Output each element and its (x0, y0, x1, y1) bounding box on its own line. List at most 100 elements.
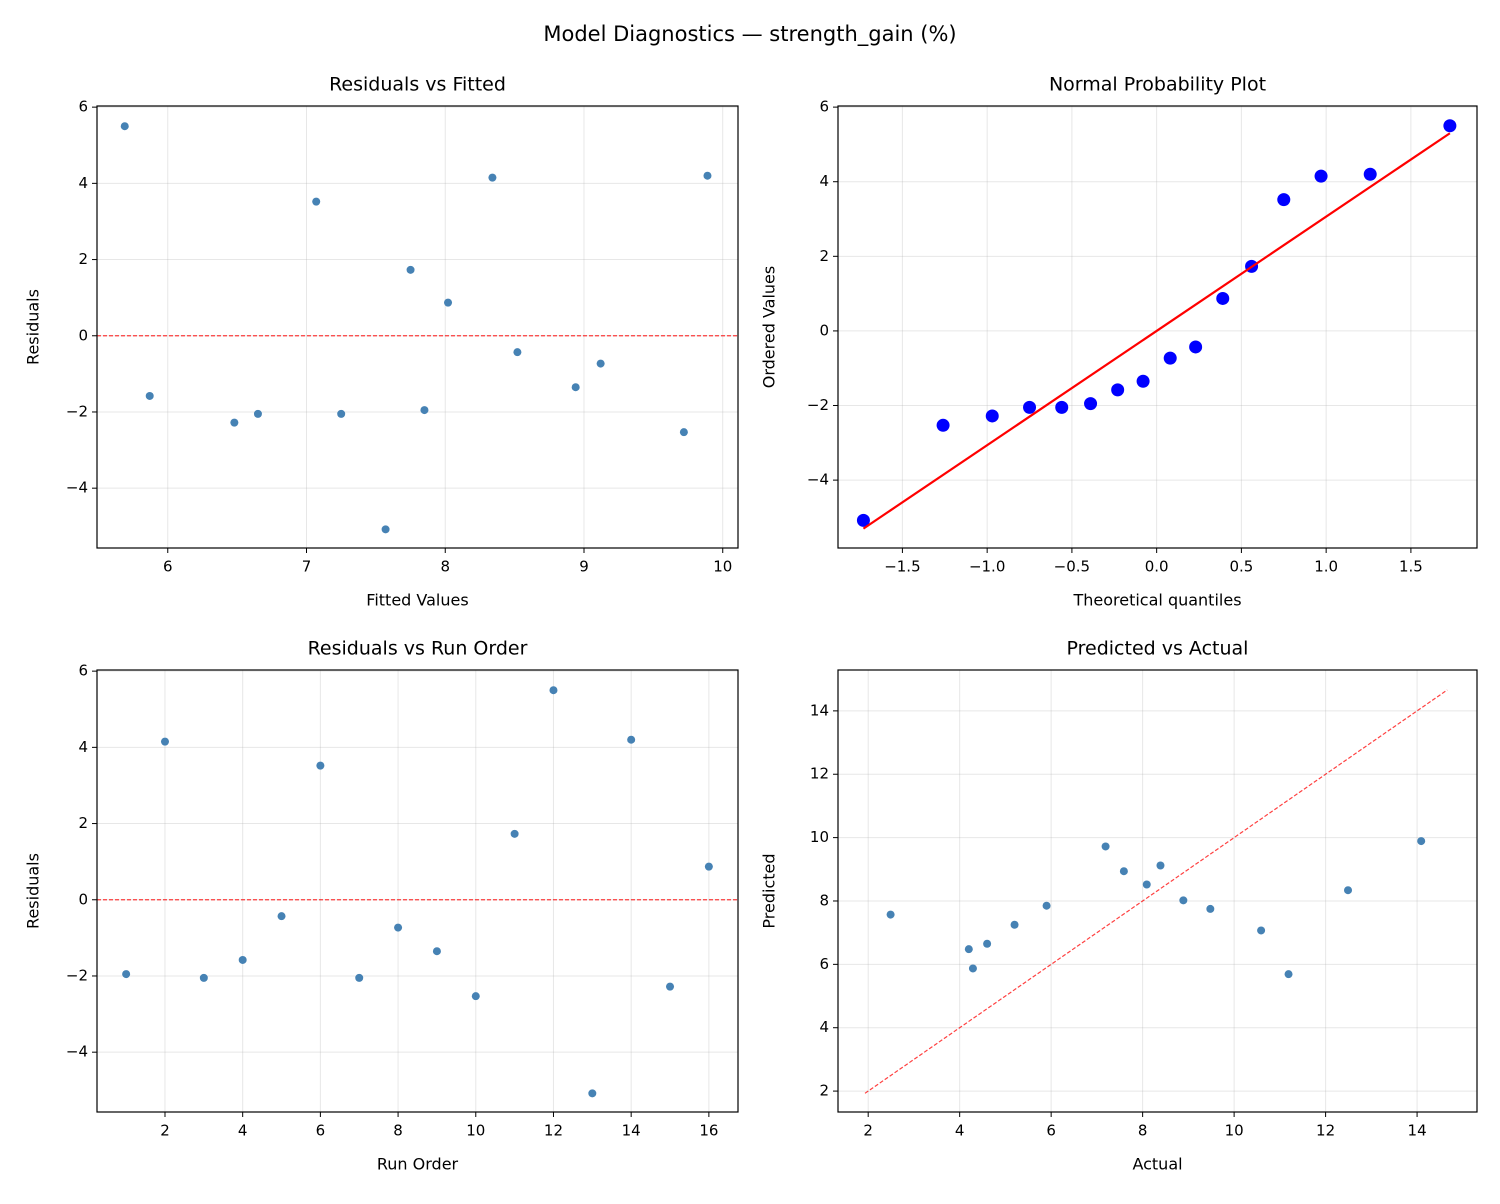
y-tick-label: 6 (78, 662, 88, 680)
y-tick-label: 6 (819, 955, 829, 973)
y-axis-label: Predicted (760, 853, 779, 928)
data-point (627, 735, 636, 744)
figure-title: Model Diagnostics — strength_gain (%) (543, 22, 956, 47)
x-tick-label: 7 (302, 558, 312, 576)
data-point (1136, 374, 1150, 388)
data-point (703, 171, 712, 180)
x-tick-label: 4 (238, 1122, 248, 1140)
data-point (1084, 397, 1098, 411)
data-point (316, 761, 325, 770)
x-tick-label: 16 (699, 1122, 718, 1140)
y-tick-label: 6 (78, 98, 88, 116)
data-point (549, 686, 558, 695)
data-point (1216, 291, 1230, 305)
data-point (122, 970, 131, 979)
data-point (277, 912, 286, 921)
y-tick-label: 4 (78, 738, 88, 756)
data-point (886, 910, 895, 919)
data-point (238, 955, 247, 964)
data-point (230, 418, 239, 427)
x-tick-label: 14 (622, 1122, 641, 1140)
x-tick-label: 6 (163, 558, 173, 576)
data-point (936, 418, 950, 432)
x-tick-label: 14 (1408, 1122, 1427, 1140)
axes-frame (96, 669, 739, 1113)
y-axis-label: Residuals (24, 853, 43, 929)
x-tick-label: 1.0 (1314, 558, 1338, 576)
data-point (1443, 119, 1457, 133)
data-point (1284, 970, 1293, 979)
y-tick-label: 2 (819, 1082, 829, 1100)
data-point (1344, 886, 1353, 895)
x-tick-label: 10 (466, 1122, 485, 1140)
y-tick-label: 8 (819, 891, 829, 909)
data-point (983, 939, 992, 948)
data-point (337, 409, 346, 418)
y-axis-label: Ordered Values (760, 266, 779, 388)
y-tick-label: 0 (819, 321, 829, 339)
y-tick-label: 4 (819, 1018, 829, 1036)
x-tick-label: 6 (1046, 1122, 1056, 1140)
data-point (704, 862, 713, 871)
y-tick-label: −2 (66, 966, 88, 984)
y-tick-label: −2 (66, 402, 88, 420)
x-tick-label: 8 (393, 1122, 403, 1140)
x-tick-label: −1.5 (884, 558, 920, 576)
data-point (120, 122, 129, 131)
data-point (1277, 193, 1291, 207)
data-point (394, 923, 403, 932)
data-point (510, 829, 519, 838)
y-tick-label: 4 (78, 174, 88, 192)
y-tick-label: 4 (819, 172, 829, 190)
data-point (1156, 861, 1165, 870)
data-point (985, 409, 999, 423)
data-point (856, 513, 870, 527)
y-tick-label: 2 (819, 247, 829, 265)
x-tick-label: 2 (160, 1122, 170, 1140)
x-tick-label: 10 (713, 558, 732, 576)
y-tick-label: 0 (78, 890, 88, 908)
x-axis-label: Fitted Values (366, 591, 468, 610)
y-tick-label: −4 (66, 1043, 88, 1061)
data-point (513, 348, 522, 357)
panel: Residuals vs Fitted Fitted Values Residual… (24, 74, 739, 610)
panel: Predicted vs Actual Actual Predicted 2 4 6 8 10… (760, 638, 1478, 1174)
x-tick-label: 6 (316, 1122, 326, 1140)
data-point (199, 973, 208, 982)
x-tick-label: 0.0 (1145, 558, 1169, 576)
x-tick-label: 2 (863, 1122, 873, 1140)
data-point (420, 406, 429, 415)
x-tick-label: 12 (1316, 1122, 1335, 1140)
data-point (253, 409, 262, 418)
data-point (1142, 880, 1151, 889)
data-point (1042, 901, 1051, 910)
data-point (666, 982, 675, 991)
data-point (1023, 400, 1037, 414)
y-axis-label: Residuals (24, 289, 43, 365)
panel-title: Residuals vs Run Order (308, 638, 528, 660)
data-point (1189, 340, 1203, 354)
panel-title: Residuals vs Fitted (329, 74, 506, 96)
data-point (160, 737, 169, 746)
x-tick-label: 12 (544, 1122, 563, 1140)
data-point (1257, 926, 1266, 935)
data-point (1055, 400, 1069, 414)
data-point (145, 391, 154, 400)
data-point (968, 964, 977, 973)
panel-title: Normal Probability Plot (1049, 74, 1266, 96)
data-point (679, 428, 688, 437)
data-point (1179, 896, 1188, 905)
y-tick-label: 0 (78, 326, 88, 344)
panel-title: Predicted vs Actual (1067, 638, 1249, 660)
axes-frame (837, 105, 1478, 549)
panel: Residuals vs Run Order Run Order Residuals… (24, 638, 739, 1174)
data-point (355, 973, 364, 982)
x-tick-label: 1.5 (1399, 558, 1423, 576)
x-axis-label: Theoretical quantiles (1072, 591, 1241, 610)
data-point (312, 197, 321, 206)
data-point (381, 525, 390, 534)
data-point (432, 947, 441, 956)
data-point (1363, 167, 1377, 181)
